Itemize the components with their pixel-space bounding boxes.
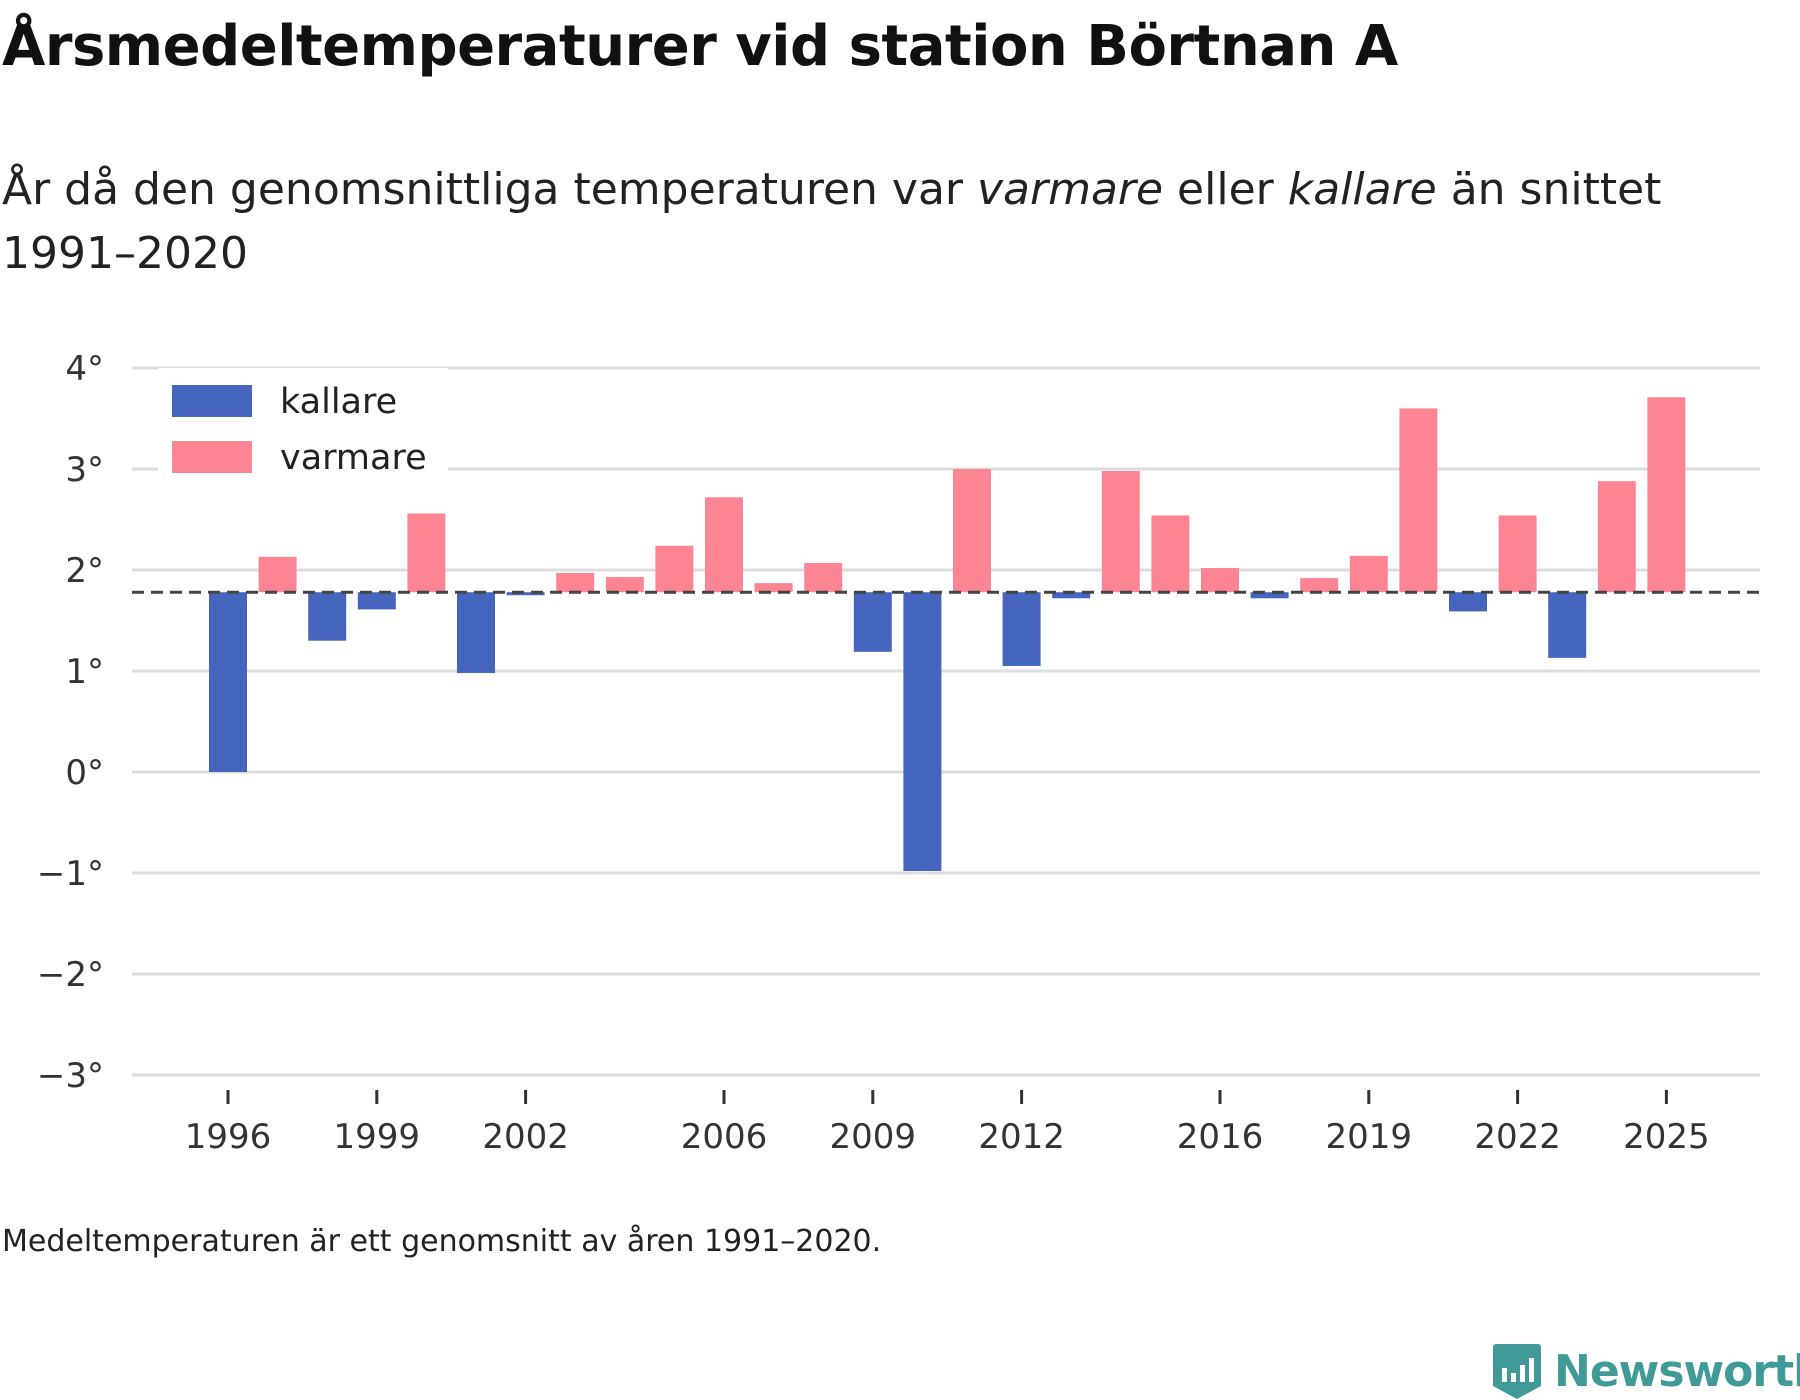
bar-2002 [506, 592, 545, 596]
x-tick-label: 2006 [681, 1117, 768, 1157]
legend-swatch-varmare [172, 441, 252, 473]
bar-2014 [1101, 471, 1140, 593]
bar-2005 [655, 545, 694, 593]
bar-2012 [1002, 592, 1041, 666]
chart-subtitle: År då den genomsnittliga temperaturen va… [2, 158, 1722, 286]
bar-2023 [1548, 592, 1587, 658]
bar-1996 [209, 592, 247, 772]
y-tick-label: 2° [65, 551, 104, 591]
bar-2008 [804, 562, 843, 593]
bar-2009 [853, 592, 892, 652]
bar-2010 [903, 592, 942, 871]
bar-2022 [1498, 515, 1537, 593]
x-axis: 1996 1999 2002 2006 2009 2012 2016 2019 2022 2025 [185, 1090, 1710, 1157]
y-tick-label: 3° [65, 450, 104, 490]
bar-2015 [1151, 515, 1190, 593]
legend-label-varmare: varmare [280, 438, 427, 478]
bar-2024 [1597, 481, 1636, 593]
y-tick-label: −2° [37, 955, 104, 995]
bar-2013 [1052, 592, 1091, 599]
x-tick-label: 2009 [830, 1117, 917, 1157]
bar-1998 [308, 592, 347, 641]
bar-layer [209, 397, 1686, 871]
x-tick-label: 2012 [978, 1117, 1065, 1157]
bar-1997 [258, 556, 297, 593]
subtitle-part3: än snittet 1991–2020 [2, 164, 1662, 279]
bar-1999 [357, 592, 396, 610]
legend: kallare varmare [158, 368, 448, 480]
brand-logo: Newsworthy [1492, 1342, 1800, 1400]
y-tick-label: −1° [37, 854, 104, 894]
bar-2001 [457, 592, 495, 674]
x-tick-label: 2002 [482, 1117, 569, 1157]
footnote: Medeltemperaturen är ett genomsnitt av å… [2, 1224, 882, 1259]
bar-2006 [705, 497, 743, 593]
bar-2011 [953, 469, 991, 593]
subtitle-part2: eller [1163, 164, 1288, 215]
y-axis: 4° 3° 2° 1° 0° −1° −2° −3° [37, 349, 104, 1096]
grid-layer [132, 366, 1760, 1077]
x-tick-label: 2019 [1326, 1117, 1413, 1157]
y-tick-label: −3° [37, 1056, 104, 1096]
bar-2025 [1647, 397, 1686, 593]
subtitle-cold-word: kallare [1287, 164, 1437, 215]
bar-2021 [1449, 592, 1487, 612]
x-tick-label: 2016 [1177, 1117, 1264, 1157]
x-tick-label: 2025 [1623, 1117, 1710, 1157]
y-tick-label: 1° [65, 652, 104, 692]
brand-name: Newsworthy [1554, 1345, 1800, 1397]
legend-swatch-kallare [172, 385, 252, 417]
bar-2018 [1300, 578, 1339, 593]
x-tick-label: 1999 [334, 1117, 421, 1157]
subtitle-part1: År då den genomsnittliga temperaturen va… [2, 164, 977, 215]
bar-chart: 4° 3° 2° 1° 0° −1° −2° −3° 1996 1999 2002 2006 2009… [37, 349, 1760, 1157]
chart-title: Årsmedeltemperaturer vid station Börtnan… [2, 14, 1398, 79]
y-tick-label: 0° [65, 753, 104, 793]
bar-2000 [407, 513, 446, 593]
x-tick-label: 1996 [185, 1117, 272, 1157]
bar-2020 [1399, 408, 1438, 593]
bar-2004 [605, 577, 644, 593]
y-tick-label: 4° [65, 349, 104, 389]
bar-2017 [1250, 592, 1289, 599]
bar-2007 [754, 583, 793, 593]
bar-2016 [1201, 567, 1239, 593]
newsworthy-logo-icon [1493, 1344, 1541, 1399]
legend-label-kallare: kallare [280, 382, 397, 422]
x-tick-label: 2022 [1474, 1117, 1561, 1157]
bar-2003 [556, 573, 595, 593]
subtitle-warm-word: varmare [976, 164, 1164, 215]
bar-2019 [1349, 555, 1388, 593]
